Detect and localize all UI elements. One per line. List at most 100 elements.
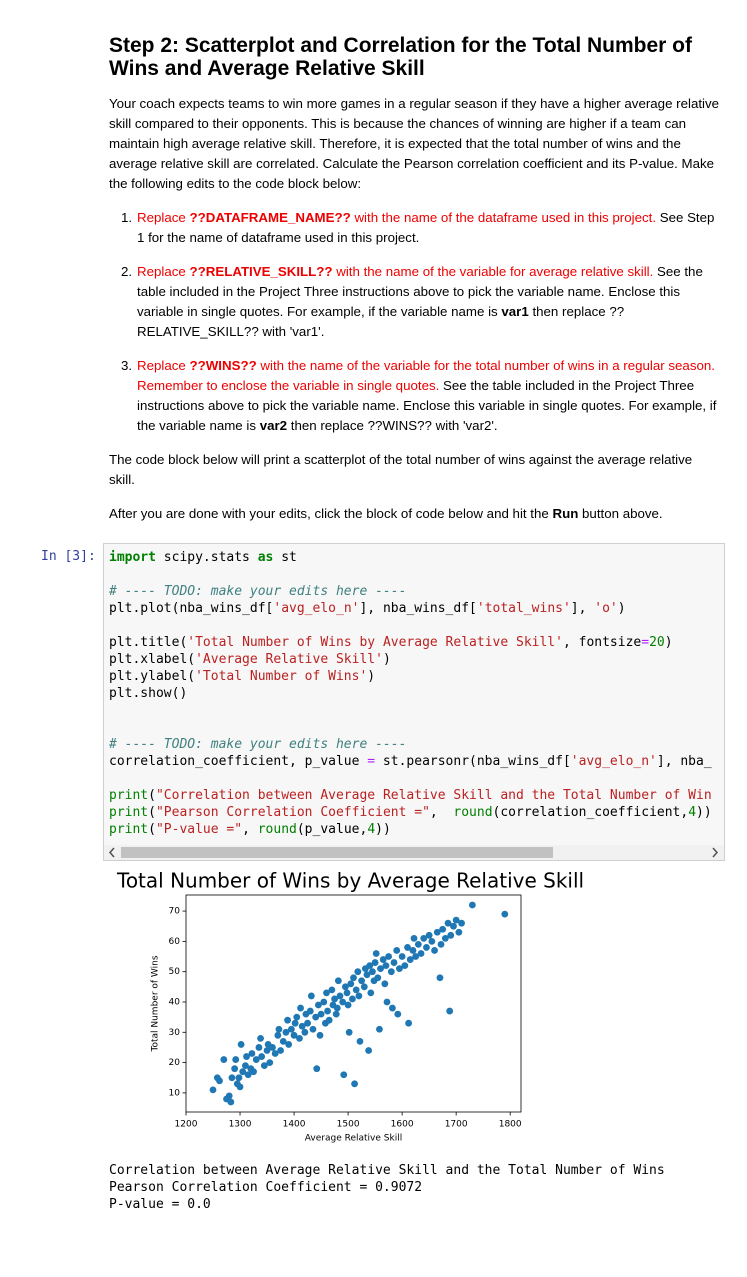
scatter-point bbox=[452, 916, 460, 924]
scatter-point bbox=[447, 931, 455, 939]
scatter-point bbox=[371, 959, 379, 966]
scatter-point bbox=[341, 983, 349, 991]
text-segment: # ---- TODO: make your edits here ---- bbox=[109, 737, 407, 752]
output-line: Correlation between Average Relative Ski… bbox=[109, 1163, 665, 1178]
paragraph: The code block below will print a scatte… bbox=[109, 452, 693, 487]
scatter-point bbox=[250, 1068, 257, 1076]
scatter-point bbox=[360, 983, 368, 991]
scatter-point bbox=[376, 1025, 383, 1033]
scatter-point bbox=[446, 1007, 454, 1015]
code-line: print("Pearson Correlation Coefficient =… bbox=[109, 804, 712, 821]
scatter-point bbox=[390, 959, 398, 966]
text-segment: plt.plot(nba_wins_df[ bbox=[109, 601, 274, 616]
text-segment: See the table included in the Project Th… bbox=[137, 378, 717, 433]
text-segment: round bbox=[453, 805, 493, 820]
scatter-point bbox=[257, 1034, 264, 1042]
x-tick-label: 1600 bbox=[391, 1120, 414, 1130]
x-tick-label: 1300 bbox=[229, 1120, 252, 1130]
text-segment: ??DATAFRAME_NAME?? bbox=[189, 210, 351, 225]
scatter-point bbox=[406, 956, 414, 963]
text-segment: )) bbox=[696, 805, 712, 820]
text-segment: 'avg_elo_n' bbox=[570, 754, 657, 769]
scatter-point bbox=[405, 1019, 413, 1027]
scatter-point bbox=[242, 1062, 249, 1070]
scatter-point bbox=[285, 1041, 293, 1048]
scatter-point bbox=[258, 1053, 266, 1060]
scatter-point bbox=[317, 1010, 325, 1018]
scatter-point bbox=[290, 1031, 298, 1039]
text-segment: 'Total Number of Wins' bbox=[195, 669, 368, 684]
text-segment: ( bbox=[148, 805, 156, 820]
text-segment: plt.show() bbox=[109, 686, 188, 701]
scatter-point bbox=[383, 998, 391, 1006]
scatter-point bbox=[287, 1025, 295, 1033]
code-line: correlation_coefficient, p_value = st.pe… bbox=[109, 753, 712, 770]
scatter-point bbox=[339, 998, 347, 1006]
scatter-point bbox=[340, 1071, 348, 1079]
chart-title: Total Number of Wins by Average Relative… bbox=[116, 869, 584, 893]
scatter-point bbox=[344, 1001, 352, 1009]
scatter-point bbox=[279, 1037, 287, 1045]
text-segment: "Pearson Correlation Coefficient =" bbox=[155, 805, 430, 820]
code-line: plt.xlabel('Average Relative Skill') bbox=[109, 651, 712, 668]
text-segment: ) bbox=[617, 601, 626, 616]
code-line: print("P-value =", round(p_value,4)) bbox=[109, 821, 712, 838]
scatter-point bbox=[389, 1004, 396, 1012]
scatter-point bbox=[320, 998, 328, 1006]
y-tick-label: 20 bbox=[169, 1058, 181, 1068]
scatter-point bbox=[436, 974, 444, 982]
scatter-point bbox=[333, 1004, 341, 1012]
text-segment: (p_value, bbox=[296, 822, 368, 837]
scatter-point bbox=[324, 1007, 331, 1015]
blank-line bbox=[109, 566, 712, 583]
text-segment: ) bbox=[367, 669, 376, 684]
text-segment: print bbox=[109, 805, 149, 820]
text-segment: 'avg_elo_n' bbox=[273, 601, 360, 616]
y-axis-label: Total Number of Wins bbox=[151, 955, 161, 1052]
scatter-point bbox=[450, 922, 457, 930]
scatter-point bbox=[227, 1098, 235, 1106]
y-tick-label: 10 bbox=[169, 1088, 181, 1098]
x-tick-label: 1500 bbox=[337, 1120, 360, 1130]
scatter-point bbox=[282, 1028, 290, 1036]
scatter-point bbox=[433, 928, 441, 936]
cell-prompt: In [3]: bbox=[41, 549, 96, 564]
scatter-point bbox=[439, 925, 447, 933]
scroll-thumb[interactable] bbox=[121, 847, 553, 858]
scatter-point bbox=[316, 1031, 324, 1039]
text-segment: plt.ylabel( bbox=[109, 669, 196, 684]
scatter-point bbox=[385, 953, 393, 960]
scrollbar[interactable] bbox=[104, 845, 724, 860]
scatter-point bbox=[367, 989, 375, 997]
text-segment: ??RELATIVE_SKILL?? bbox=[189, 264, 333, 279]
scatter-point bbox=[354, 968, 362, 976]
scatter-point bbox=[409, 947, 417, 954]
text-segment: correlation_coefficient, p_value bbox=[109, 754, 368, 769]
scatter-point bbox=[244, 1071, 252, 1079]
scatter-point bbox=[358, 977, 366, 985]
scatter-point bbox=[235, 1074, 243, 1082]
scatter-point bbox=[274, 1031, 282, 1039]
code-line: # ---- TODO: make your edits here ---- bbox=[109, 583, 712, 600]
text-segment: 4 bbox=[367, 822, 376, 837]
scatter-point bbox=[423, 944, 430, 951]
scatter-point bbox=[243, 1053, 250, 1060]
code: import scipy.stats as st # ---- TODO: mak… bbox=[109, 549, 712, 838]
scatter-point bbox=[277, 1047, 284, 1054]
scatter-point bbox=[220, 1056, 228, 1063]
code-cell[interactable]: import scipy.stats as st # ---- TODO: mak… bbox=[103, 543, 725, 861]
scatter-point bbox=[301, 1028, 309, 1036]
scatter-point bbox=[444, 919, 452, 927]
scatter-point bbox=[352, 986, 360, 994]
scatter-point bbox=[309, 1025, 317, 1033]
scatter-point bbox=[298, 1022, 306, 1030]
scatter-point bbox=[216, 1077, 223, 1085]
scatter-point bbox=[425, 931, 433, 939]
scatter-point bbox=[374, 974, 382, 982]
blank-line bbox=[109, 617, 712, 634]
text-segment: = bbox=[367, 754, 376, 769]
scatter-point bbox=[263, 1047, 271, 1054]
text-segment: with the name of the dataframe used in t… bbox=[350, 210, 657, 225]
scatter-point bbox=[228, 1074, 236, 1082]
code-line: plt.title('Total Number of Wins by Avera… bbox=[109, 634, 712, 651]
